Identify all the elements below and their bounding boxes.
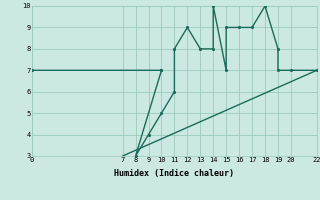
X-axis label: Humidex (Indice chaleur): Humidex (Indice chaleur) xyxy=(115,169,234,178)
